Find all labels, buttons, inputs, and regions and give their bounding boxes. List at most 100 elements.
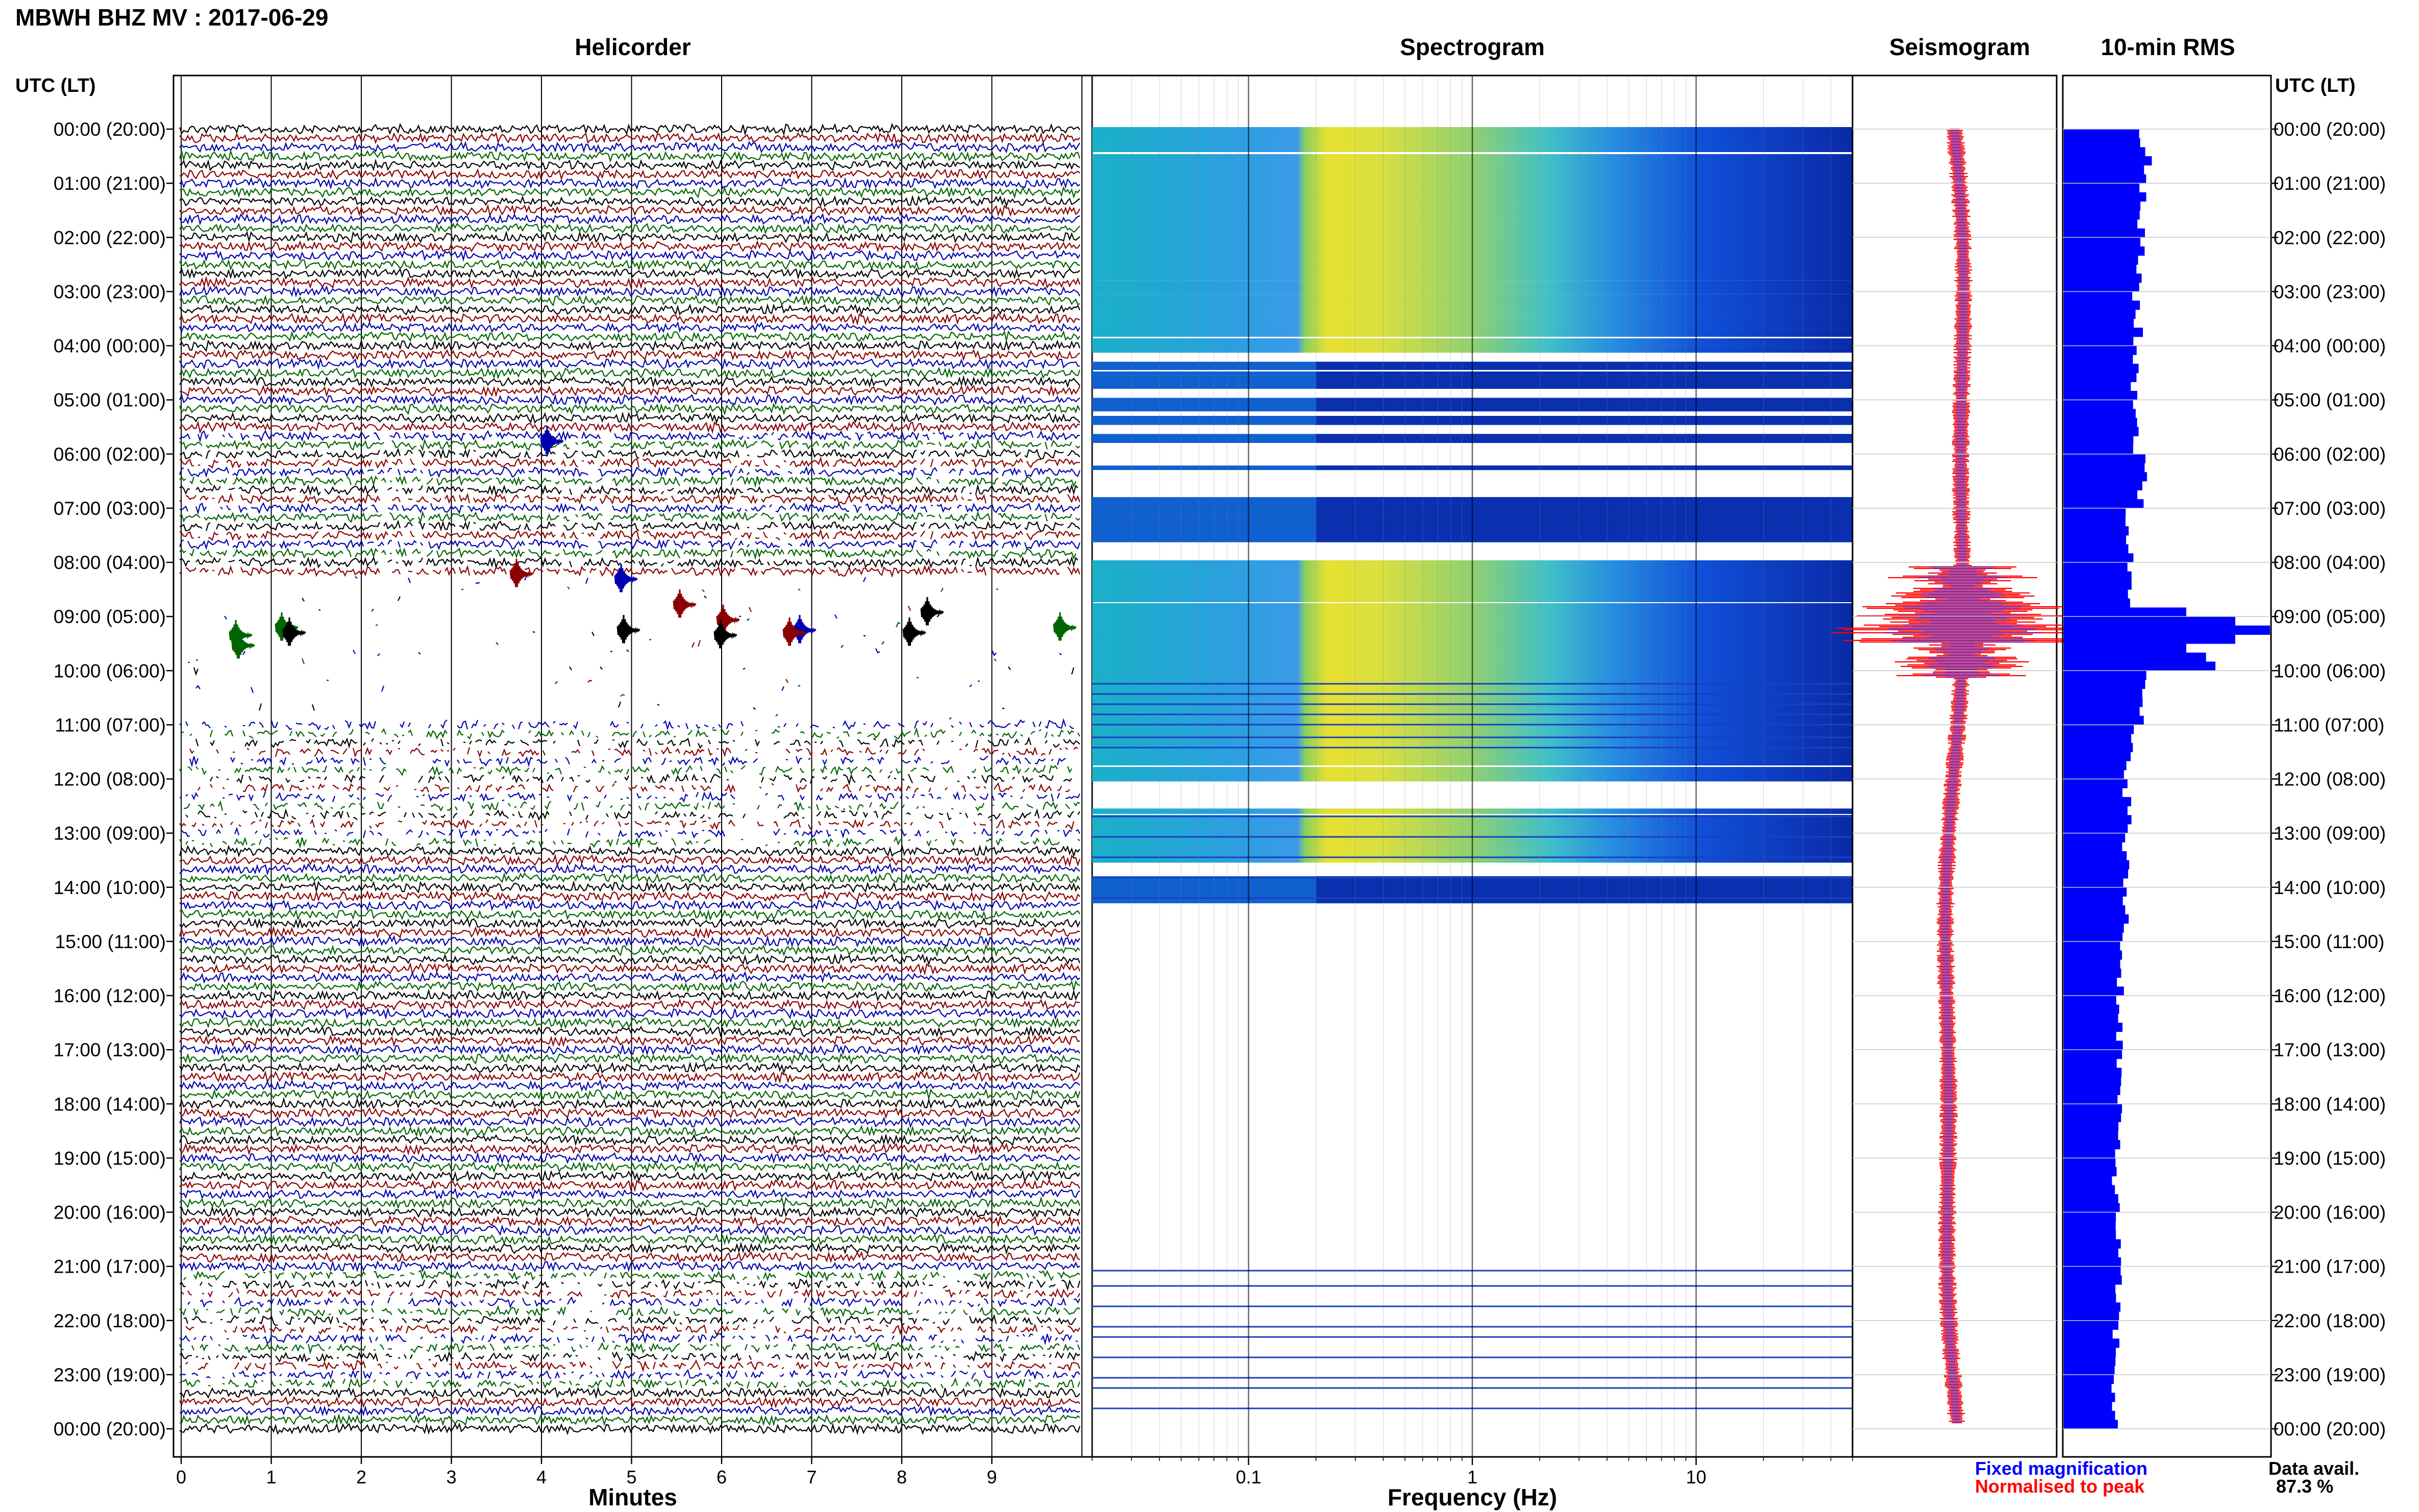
trace-row (196, 685, 1078, 693)
trace-row (225, 615, 1078, 621)
rms-bar (2064, 1401, 2112, 1411)
minutes-tick-label: 7 (806, 1467, 817, 1488)
trace-row (179, 935, 1080, 948)
rms-bar (2064, 553, 2134, 563)
rms-bar (2064, 481, 2142, 490)
rms-bar (2064, 707, 2140, 716)
rms-bar (2064, 1293, 2116, 1303)
frequency-axis-label: Frequency (Hz) (1388, 1484, 1557, 1510)
rms-bar (2064, 1194, 2118, 1204)
rms-bar (2064, 1112, 2121, 1123)
trace-row (621, 695, 1080, 697)
trace-row (355, 576, 1080, 584)
trace-row (179, 366, 1081, 380)
rms-bar (2064, 1095, 2118, 1104)
spectrogram-title: Spectrogram (1400, 34, 1545, 60)
rms-bar (2064, 1420, 2118, 1429)
rms-bar (2064, 345, 2137, 355)
trace-row (179, 1369, 1080, 1380)
trace-row (179, 259, 1080, 271)
trace-row (179, 222, 1080, 235)
time-tick-label-right: 16:00 (12:00) (2274, 985, 2386, 1006)
trace-row (193, 666, 1075, 676)
rms-bar (2064, 274, 2142, 283)
trace-row (179, 448, 1080, 460)
time-tick-label-right: 06:00 (02:00) (2274, 444, 2386, 465)
trace-row (179, 538, 1081, 551)
data-availability-value: 87.3 % (2276, 1476, 2333, 1497)
time-tick-label-left: 22:00 (18:00) (54, 1310, 166, 1331)
time-tick-label-right: 00:00 (20:00) (2274, 119, 2386, 140)
spectrogram-band (1316, 375, 1853, 389)
spectrogram-band (1316, 497, 1853, 515)
minutes-tick-label: 6 (717, 1467, 727, 1488)
rms-bar (2064, 1374, 2114, 1384)
trace-row (195, 736, 1080, 749)
utc-label-right: UTC (LT) (2275, 75, 2356, 96)
rms-bar (2064, 1085, 2120, 1096)
trace-row (179, 1350, 1080, 1363)
seismogram-title: Seismogram (1889, 34, 2030, 60)
trace-row (179, 1061, 1080, 1075)
rms-bar (2064, 264, 2137, 274)
rms-bar (2064, 1320, 2118, 1330)
trace-row (187, 1296, 1080, 1309)
time-tick-label-right: 13:00 (09:00) (2274, 823, 2386, 844)
trace-row (180, 549, 1080, 558)
rms-bar (2064, 363, 2139, 374)
time-tick-label-right: 17:00 (13:00) (2274, 1039, 2386, 1060)
trace-row (180, 477, 1080, 486)
trace-row (243, 649, 1076, 656)
trace-row (179, 988, 1080, 1002)
time-tick-label-right: 14:00 (10:00) (2274, 877, 2386, 898)
trace-row (179, 213, 1080, 226)
trace-row (198, 783, 1074, 792)
rms-bar (2064, 625, 2270, 635)
spectrogram-band (1316, 416, 1853, 425)
rms-bars (2064, 129, 2270, 1429)
frequency-tick-label: 10 (1686, 1467, 1706, 1488)
trace-row (179, 953, 1080, 966)
trace-row (181, 1287, 1080, 1300)
rms-bar (2064, 1050, 2122, 1059)
time-tick-label-left: 15:00 (11:00) (55, 931, 166, 952)
rms-bar (2064, 210, 2140, 220)
rms-bar (2064, 833, 2126, 842)
trace-row (179, 1241, 1080, 1255)
rms-bar (2064, 219, 2138, 229)
time-tick-label-left: 16:00 (12:00) (54, 985, 166, 1006)
rms-bar (2064, 1221, 2116, 1231)
time-tick-label-left: 12:00 (08:00) (54, 769, 166, 790)
trace-row (179, 348, 1080, 361)
minutes-tick-label: 4 (536, 1467, 547, 1488)
event-burst (540, 426, 564, 455)
trace-row (179, 122, 1080, 136)
data-availability-label: Data avail. (2268, 1458, 2359, 1479)
time-tick-label-left: 23:00 (19:00) (54, 1365, 166, 1385)
rms-bar (2064, 1393, 2115, 1402)
minutes-tick-label: 9 (986, 1467, 997, 1488)
event-burst (782, 617, 806, 646)
seismogram-normalised (1831, 128, 2094, 1424)
trace-row (179, 1133, 1080, 1147)
time-tick-label-right: 04:00 (00:00) (2274, 336, 2386, 357)
minutes-axis-label: Minutes (588, 1484, 677, 1510)
rms-bar (2064, 1311, 2119, 1321)
rms-bar (2064, 770, 2124, 779)
rms-bar (2064, 544, 2129, 554)
rms-frame (2062, 75, 2272, 1458)
rms-bar (2064, 1410, 2115, 1420)
rms-bar (2064, 860, 2130, 870)
trace-row (179, 971, 1080, 984)
rms-bar (2064, 147, 2145, 157)
trace-row (179, 1305, 1080, 1318)
trace-row (179, 917, 1081, 930)
event-burst (229, 619, 253, 649)
trace-row (179, 1097, 1080, 1110)
trace-row (179, 149, 1081, 163)
trace-row (179, 1224, 1081, 1237)
rms-bar (2064, 652, 2206, 662)
rms-bar (2064, 1104, 2122, 1113)
time-tick-label-left: 18:00 (14:00) (54, 1094, 166, 1114)
trace-row (179, 1422, 1081, 1435)
